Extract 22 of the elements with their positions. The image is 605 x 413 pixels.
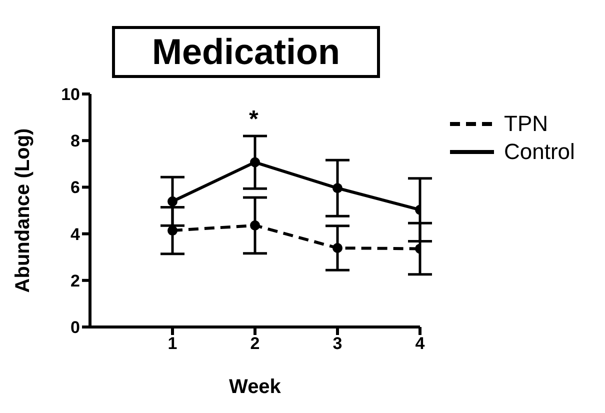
x-tick-label: 3 bbox=[332, 334, 342, 354]
x-axis-title: Week bbox=[229, 376, 282, 398]
point bbox=[250, 157, 260, 168]
chart-title: Medication bbox=[112, 26, 380, 78]
y-tick-label: 4 bbox=[70, 224, 81, 244]
x-tick-label: 2 bbox=[250, 334, 260, 354]
y-axis-title: Abundance (Log) bbox=[12, 128, 34, 293]
y-tick-label: 10 bbox=[61, 85, 80, 104]
point bbox=[332, 183, 342, 194]
point bbox=[332, 243, 342, 254]
y-tick-label: 8 bbox=[70, 132, 80, 151]
y-tick-label: 6 bbox=[70, 178, 80, 198]
annotation: * bbox=[249, 106, 258, 133]
legend-label: Control bbox=[504, 139, 575, 165]
point bbox=[250, 220, 260, 230]
y-tick-label: 2 bbox=[70, 271, 80, 290]
x-tick-label: 4 bbox=[415, 334, 426, 354]
x-tick-label: 1 bbox=[168, 334, 178, 354]
point bbox=[168, 196, 178, 206]
point bbox=[168, 226, 178, 236]
y-tick-label: 0 bbox=[70, 318, 80, 338]
legend-label: TPN bbox=[504, 111, 548, 137]
